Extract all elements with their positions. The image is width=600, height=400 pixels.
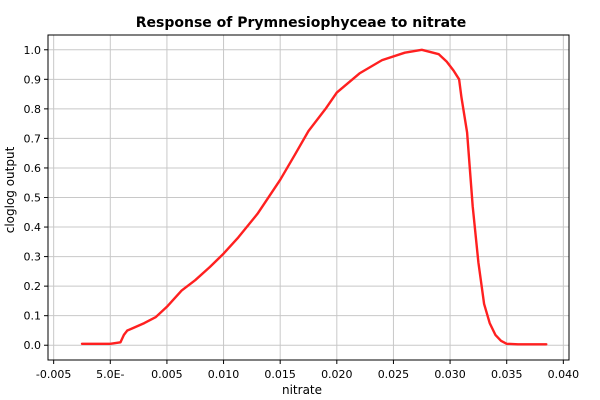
y-tick-label: 0.1	[24, 310, 42, 323]
y-axis-label: cloglog output	[3, 146, 17, 233]
y-tick-label: 0.2	[24, 280, 42, 293]
response-curve	[80, 48, 548, 346]
y-tick-label: 0.3	[24, 251, 42, 264]
x-tick-label: -0.005	[36, 368, 71, 381]
y-tick-label: 0.8	[24, 103, 42, 116]
plot-series	[80, 48, 548, 346]
x-tick-label: 0.040	[548, 368, 580, 381]
x-tick-label: 5.0E-	[96, 368, 124, 381]
y-axis: 0.0 0.1 0.2 0.3 0.4 0.5 0.6 0.7 0.8 0.9 1.0	[24, 44, 48, 352]
x-axis: -0.005 5.0E- 0.005 0.010 0.015 0.020 0.025 0.03…	[36, 360, 579, 381]
gridlines	[48, 35, 569, 360]
x-axis-label: nitrate	[282, 383, 322, 397]
x-tick-label: 0.010	[208, 368, 240, 381]
x-tick-label: 0.025	[378, 368, 410, 381]
y-tick-label: 0.0	[24, 339, 42, 352]
x-tick-label: 0.030	[434, 368, 466, 381]
y-tick-label: 0.9	[24, 73, 42, 86]
y-tick-label: 1.0	[24, 44, 42, 57]
x-tick-label: 0.035	[491, 368, 523, 381]
x-tick-label: 0.005	[151, 368, 183, 381]
y-tick-label: 0.7	[24, 132, 42, 145]
chart-title: Response of Prymnesiophyceae to nitrate	[136, 15, 467, 31]
y-tick-label: 0.5	[24, 192, 42, 205]
x-tick-label: 0.015	[264, 368, 296, 381]
y-tick-label: 0.6	[24, 162, 42, 175]
x-tick-label: 0.020	[321, 368, 353, 381]
y-tick-label: 0.4	[24, 221, 42, 234]
